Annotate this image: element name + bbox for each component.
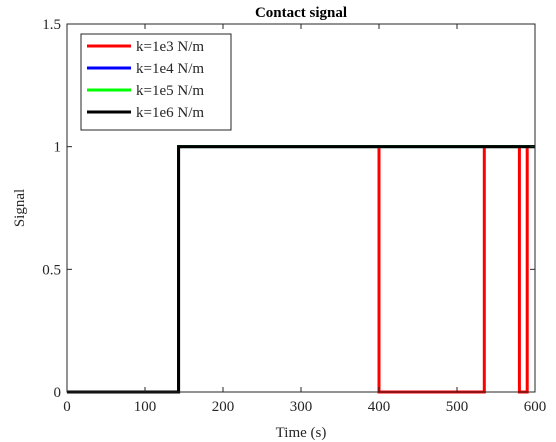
- x-tick-label: 300: [290, 399, 313, 415]
- y-tick-label: 1: [54, 140, 62, 156]
- legend-box: [80, 33, 232, 131]
- x-axis-ticks: 0 100 200 300 400 500 600: [63, 24, 546, 415]
- x-tick-label: 400: [368, 399, 391, 415]
- legend-label-1: k=1e3 N/m: [136, 39, 204, 55]
- y-axis-label: Signal: [12, 189, 28, 227]
- x-tick-label: 200: [212, 399, 235, 415]
- x-tick-label: 600: [524, 399, 547, 415]
- legend: k=1e3 N/m k=1e4 N/m k=1e5 N/m k=1e6 N/m: [80, 33, 232, 131]
- chart-title: Contact signal: [255, 5, 347, 21]
- legend-label-3: k=1e5 N/m: [136, 83, 204, 99]
- y-tick-label: 0.5: [42, 262, 61, 278]
- legend-label-2: k=1e4 N/m: [136, 61, 204, 77]
- x-tick-label: 0: [63, 399, 71, 415]
- y-tick-label: 1.5: [42, 17, 61, 33]
- y-tick-label: 0: [54, 385, 62, 401]
- y-axis-ticks: 0 0.5 1 1.5: [42, 17, 535, 401]
- x-tick-label: 100: [134, 399, 157, 415]
- x-axis-label: Time (s): [276, 425, 327, 441]
- x-tick-label: 500: [446, 399, 469, 415]
- legend-label-4: k=1e6 N/m: [136, 105, 204, 121]
